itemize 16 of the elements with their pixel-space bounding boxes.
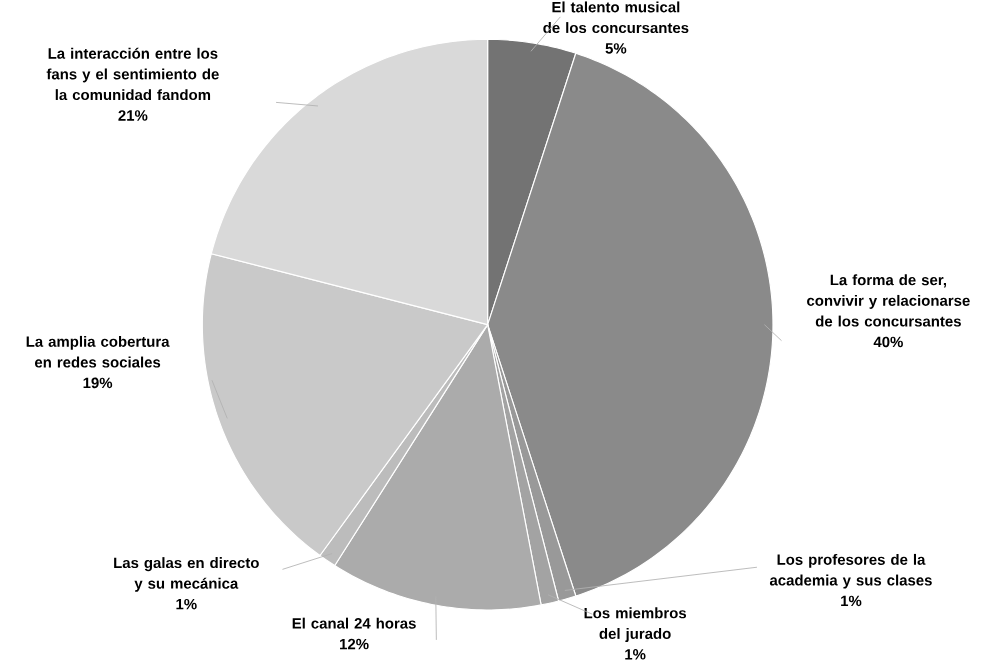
data-label: 1% <box>841 595 862 607</box>
data-label: 40% <box>873 336 903 348</box>
slice-label: La interacción entre los fans y el sentimiento de la comunidad fandom <box>46 47 219 101</box>
slice-label: La amplia cobertura en redes sociales <box>26 335 170 368</box>
data-label: 12% <box>340 638 369 650</box>
data-label: 21% <box>118 110 148 121</box>
slice-label: La forma de ser, convivir y relacionarse de los concursantes <box>807 274 970 327</box>
data-label: 19% <box>83 377 113 389</box>
slice-label: Los profesores de la academia y sus clases <box>769 553 932 589</box>
slice-label: Los miembros del jurado <box>584 607 687 642</box>
data-label: 5% <box>605 43 627 54</box>
slice-label: El talento musical de los concursantes <box>543 1 689 34</box>
data-label: 1% <box>176 598 197 610</box>
data-label: 1% <box>625 649 646 660</box>
slice-label: El canal 24 horas <box>292 617 416 629</box>
legend-label: Las galas en directo y su mecánica <box>114 557 259 592</box>
